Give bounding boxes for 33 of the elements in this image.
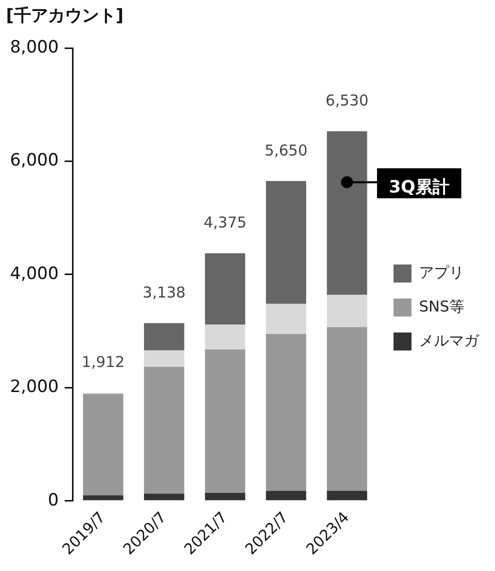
y-tick-label: 8,000 (10, 37, 59, 58)
bar (83, 394, 124, 496)
bar (326, 131, 368, 295)
bar (266, 334, 306, 491)
legend-label: メルマガ (419, 331, 480, 350)
y-axis-title: [千アカウント] (6, 6, 124, 26)
y-tick-label: 6,000 (10, 150, 59, 171)
bar (144, 366, 184, 494)
bar (204, 324, 246, 350)
bar (204, 253, 246, 325)
total-label: 6,530 (326, 92, 368, 110)
bar (266, 304, 306, 334)
bar (83, 495, 124, 500)
bar (326, 294, 368, 328)
total-label: 1,912 (82, 353, 125, 372)
y-tick-label: 2,000 (10, 377, 59, 398)
annotation: 3Q累計 (389, 178, 450, 198)
total-label: 3,138 (142, 284, 186, 302)
bar (144, 350, 184, 367)
total-label: 5,650 (264, 141, 308, 160)
bar (144, 323, 184, 350)
bar (326, 327, 368, 491)
y-tick-label: 0 (48, 490, 59, 510)
total-label: 4,375 (204, 214, 247, 232)
bar (204, 492, 246, 500)
bar (326, 490, 368, 500)
legend-label: SNS等 (419, 297, 464, 316)
bar (266, 490, 306, 500)
bar (144, 494, 184, 500)
legend-label: アプリ (419, 263, 464, 282)
bar (204, 350, 246, 493)
bar (266, 181, 306, 304)
y-tick-label: 4,000 (10, 264, 59, 284)
